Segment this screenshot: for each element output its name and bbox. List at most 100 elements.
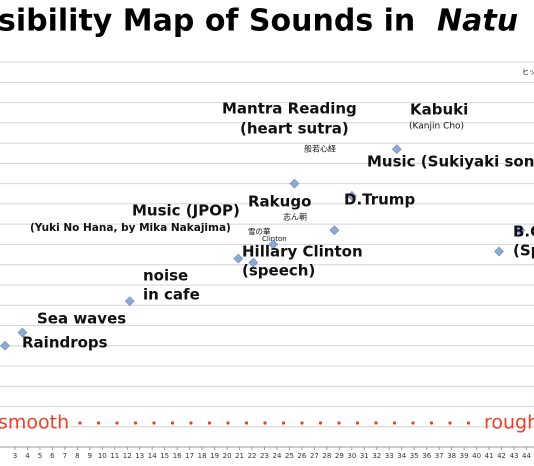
x-tick-label: 40 (472, 452, 481, 460)
x-tick-label: 36 (422, 452, 431, 460)
x-tick-label: 10 (98, 452, 107, 460)
chart-title: sibility Map of Sounds in (0, 4, 415, 39)
point-label: 雪の華 (248, 226, 271, 236)
point-label: (Sp (513, 242, 534, 260)
x-tick-label: 21 (235, 452, 244, 460)
dot (78, 421, 82, 425)
point (515, 225, 526, 236)
dot (448, 421, 452, 425)
x-tick-label: 37 (435, 452, 444, 460)
x-tick-label: 19 (210, 452, 219, 460)
axis-end-label: rough (484, 412, 534, 434)
x-tick-label: 26 (297, 452, 306, 460)
dot (374, 421, 378, 425)
point-label: 般若心経 (304, 144, 336, 154)
point-label: Kabuki (410, 101, 468, 119)
x-tick-label: 22 (248, 452, 257, 460)
x-tick-label: 13 (135, 452, 144, 460)
x-tick-label: 12 (123, 452, 132, 460)
x-tick-label: 16 (173, 452, 182, 460)
x-tick-label: 38 (447, 452, 456, 460)
x-tick-label: 30 (347, 452, 356, 460)
dot (300, 421, 304, 425)
x-tick-label: 35 (410, 452, 419, 460)
chart-title: Natu (437, 4, 518, 39)
x-tick-label: 11 (110, 452, 119, 460)
point (494, 246, 504, 257)
x-tick-label: 5 (38, 452, 42, 460)
x-tick-label: 28 (322, 452, 331, 460)
point-label: Rakugo (248, 193, 311, 211)
point-label: Music (JPOP) (132, 202, 240, 220)
point-label: Mantra Reading (222, 100, 357, 118)
x-tick-label: 9 (88, 452, 92, 460)
x-tick-label: 42 (497, 452, 506, 460)
point-label: B.O (513, 223, 534, 241)
x-tick-label: 4 (25, 452, 30, 460)
x-tick-label: 8 (75, 452, 79, 460)
dot (96, 421, 101, 425)
x-tick-label: 32 (372, 452, 381, 460)
x-tick-label: 44 (522, 452, 531, 460)
x-tick-label: 15 (160, 452, 169, 460)
x-tick-label: 20 (223, 452, 232, 460)
point (248, 257, 259, 268)
dot (337, 421, 341, 425)
x-tick-label: 27 (310, 452, 319, 460)
point (391, 144, 402, 155)
dot (133, 421, 138, 425)
x-tick-label: 18 (198, 452, 207, 460)
point (346, 190, 357, 201)
point-label: Music (Sukiyaki song , (367, 153, 534, 171)
x-tick-label: 33 (385, 452, 394, 460)
x-tick-label: 39 (460, 452, 469, 460)
point (124, 296, 135, 307)
dot (170, 421, 175, 425)
x-tick-label: 31 (360, 452, 369, 460)
point (329, 225, 340, 236)
x-tick-label: 23 (260, 452, 269, 460)
point (17, 327, 28, 338)
point-label: ヒッ (522, 68, 534, 76)
dot (189, 421, 193, 425)
point-label: Raindrops (22, 334, 108, 352)
x-tick-label: 17 (185, 452, 194, 460)
dot (244, 421, 249, 425)
point-label: (speech) (242, 262, 315, 280)
x-tick-label: 25 (285, 452, 294, 460)
point-label: (heart sutra) (240, 120, 349, 138)
dot (318, 421, 323, 425)
point-label: Hillary Clinton (242, 243, 363, 261)
x-tick-label: 3 (13, 452, 17, 460)
axis-end-label: smooth (0, 412, 69, 434)
x-tick-label: 34 (397, 452, 406, 460)
x-tick-label: 24 (273, 452, 282, 460)
dot (263, 421, 267, 425)
x-tick-label: 43 (510, 452, 519, 460)
point (233, 253, 244, 264)
point-label: in cafe (143, 286, 200, 304)
dot (226, 421, 230, 425)
x-tick-label: 14 (148, 452, 157, 460)
dot (355, 421, 360, 425)
point-label: Sea waves (37, 310, 126, 328)
point-label: noise (143, 267, 188, 285)
x-tick-label: 6 (50, 452, 55, 460)
point-label: 志ん朝 (283, 212, 307, 222)
x-tick-label: 7 (63, 452, 67, 460)
dot (466, 421, 471, 425)
point-label: (Kanjin Cho) (409, 122, 464, 132)
point (268, 239, 279, 250)
point (0, 340, 10, 351)
dot (152, 421, 156, 425)
dot (429, 421, 434, 425)
dot (392, 421, 397, 425)
dot (115, 421, 119, 425)
point-label: D.Trump (344, 191, 415, 209)
dot (281, 421, 286, 425)
dot (207, 421, 212, 425)
x-tick-label: 41 (485, 452, 494, 460)
x-tick-label: 29 (335, 452, 344, 460)
